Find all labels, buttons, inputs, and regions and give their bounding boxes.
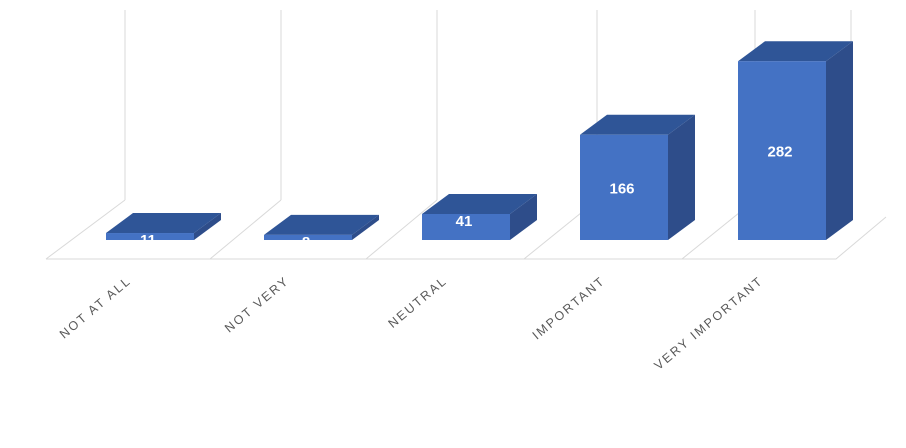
data-label: 8: [302, 234, 310, 251]
bar-side: [194, 213, 221, 240]
category-label: NOT AT ALL: [57, 274, 134, 342]
category-label: IMPORTANT: [530, 274, 608, 343]
bar-top: [580, 114, 695, 135]
bar-front: [264, 234, 352, 240]
bar-side: [826, 41, 853, 240]
bar-front: [422, 214, 510, 240]
bar-3: 41: [422, 194, 537, 240]
floor-gridline: [45, 199, 126, 260]
bar-front: [106, 233, 194, 240]
data-label: 11: [140, 232, 156, 249]
floor-gridline: [365, 199, 438, 260]
floor-edge: [46, 216, 887, 260]
bar-side: [510, 194, 537, 240]
bar-side: [668, 114, 695, 240]
bar-side: [352, 214, 379, 240]
category-label: NEUTRAL: [386, 274, 450, 331]
category-label: VERY IMPORTANT: [652, 274, 766, 373]
bar-top: [738, 41, 853, 62]
bar-1: 11: [106, 213, 221, 249]
data-label: 282: [767, 144, 792, 161]
data-label: 166: [609, 180, 634, 197]
bar-4: 166: [580, 114, 695, 240]
bar-top: [264, 214, 379, 235]
floor-gridline: [209, 199, 282, 260]
bar-front: [738, 61, 826, 240]
category-label: NOT VERY: [222, 274, 292, 336]
bar-5: 282: [738, 41, 853, 240]
bars: 11 8 41 166 282: [106, 41, 853, 251]
data-label: 41: [456, 213, 473, 230]
bar-top: [422, 194, 537, 215]
bar-2: 8: [264, 214, 379, 251]
bar-front: [580, 134, 668, 240]
category-labels: NOT AT ALL NOT VERY NEUTRAL IMPORTANT VERY I…: [57, 274, 766, 373]
bar-top: [106, 213, 221, 234]
